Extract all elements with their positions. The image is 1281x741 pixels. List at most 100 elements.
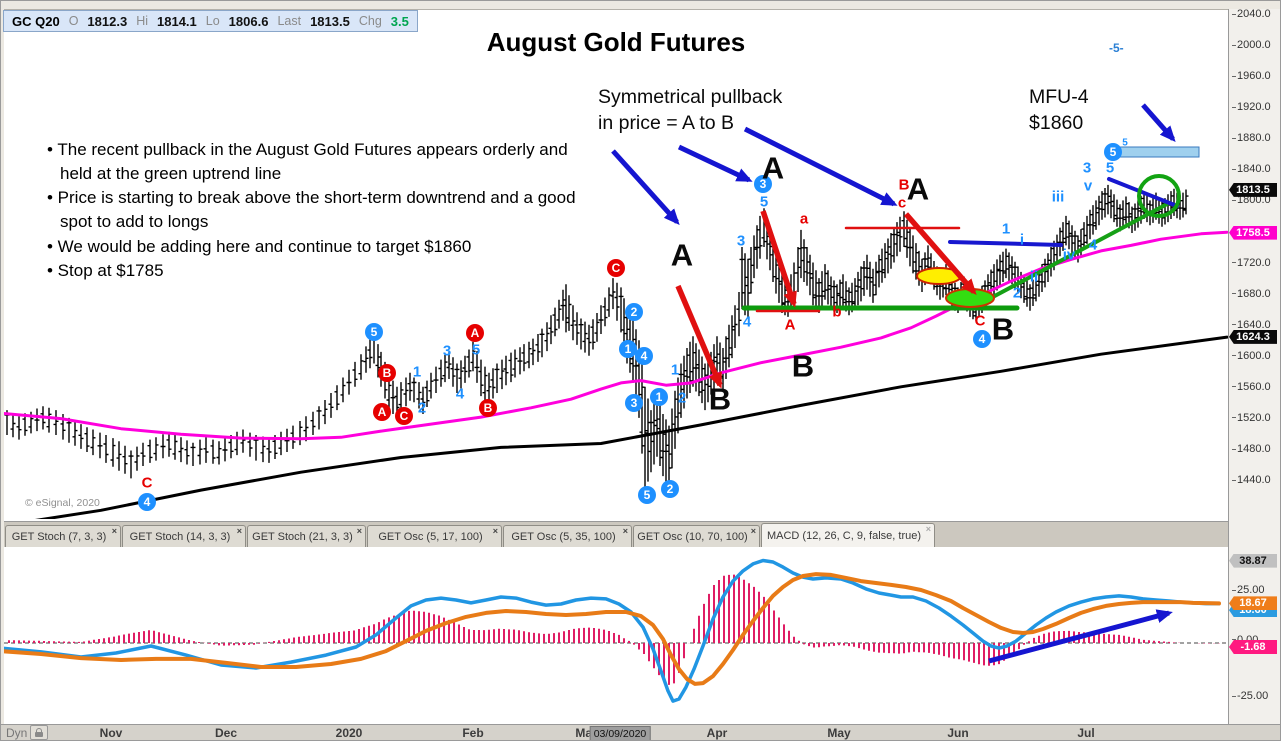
quote-fields: O 1812.3 Hi 1814.1 Lo 1806.6 Last 1813.5 Chg 3.5 xyxy=(69,14,409,29)
tab-close-icon[interactable]: × xyxy=(236,526,242,536)
macd-tag: -1.68 xyxy=(1229,640,1277,655)
lock-button[interactable] xyxy=(30,725,49,740)
symmetrical-pullback-note[interactable]: Symmetrical pullback in price = A to B xyxy=(598,85,782,136)
wave-text-blue[interactable]: 5 xyxy=(1105,159,1115,177)
tab-close-icon[interactable]: × xyxy=(356,526,362,536)
wave-text-blue-small[interactable]: 5 xyxy=(1122,137,1128,149)
wave-circle-blue[interactable]: 5 xyxy=(365,323,383,341)
mfu-target-note[interactable]: MFU-4 $1860 xyxy=(1029,85,1089,136)
tab-label: GET Stoch (7, 3, 3) xyxy=(11,530,107,543)
macd-tag: 38.87 xyxy=(1229,553,1277,568)
quote-field-value: 1813.5 xyxy=(310,13,350,29)
wave-text-blue[interactable]: 3 xyxy=(442,342,452,360)
wave-text-red[interactable]: C xyxy=(141,474,153,492)
wave-text-blue[interactable]: 1 xyxy=(670,361,680,379)
indicator-tab[interactable]: GET Osc (5, 35, 100) × xyxy=(503,525,632,547)
wave-text-blue[interactable]: 5 xyxy=(759,193,769,211)
wave-big-letter[interactable]: A xyxy=(670,237,694,273)
tab-label: GET Osc (5, 35, 100) xyxy=(511,530,616,543)
price-tick-label: 1800.0 xyxy=(1232,194,1271,206)
analysis-bullet: • Price is starting to break above the s… xyxy=(47,188,576,232)
wave-circle-red[interactable]: C xyxy=(607,259,625,277)
indicator-tab[interactable]: GET Osc (5, 17, 100) × xyxy=(367,525,502,547)
wave-text-blue[interactable]: 4 xyxy=(742,313,752,331)
tab-label: GET Osc (10, 70, 100) xyxy=(637,530,748,543)
tab-close-icon[interactable]: × xyxy=(750,526,756,536)
wave-circle-red[interactable]: A xyxy=(466,324,484,342)
indicator-tab[interactable]: GET Stoch (21, 3, 3) × xyxy=(247,525,366,547)
price-tick-label: 1880.0 xyxy=(1232,132,1271,144)
wave-circle-blue[interactable]: 2 xyxy=(625,303,643,321)
wave-text-red[interactable]: b xyxy=(832,303,842,321)
wave-circle-blue[interactable]: 2 xyxy=(661,480,679,498)
wave-text-blue[interactable]: 2 xyxy=(1012,284,1022,302)
analysis-bullet: • We would be adding here and continue t… xyxy=(47,236,472,256)
wave-big-letter[interactable]: B xyxy=(991,311,1015,347)
wave-text-blue[interactable]: 1 xyxy=(412,363,422,381)
tab-close-icon[interactable]: × xyxy=(492,526,498,536)
wave-circle-blue[interactable]: 3 xyxy=(625,394,643,412)
wave-text-blue[interactable]: iv xyxy=(1062,246,1076,264)
quote-field-label: Lo xyxy=(205,14,220,28)
wave-text-blue[interactable]: 1 xyxy=(1001,220,1011,238)
wave-circle-blue[interactable]: 1 xyxy=(650,388,668,406)
wave-text-red[interactable]: C xyxy=(974,312,986,330)
price-tick-label: 1680.0 xyxy=(1232,288,1271,300)
wave-text-red[interactable]: A xyxy=(784,316,796,334)
wave-text-blue[interactable]: iii xyxy=(1051,188,1065,206)
price-tag: 1813.5 xyxy=(1229,182,1277,197)
tab-close-icon[interactable]: × xyxy=(111,526,117,536)
indicator-tab[interactable]: GET Stoch (7, 3, 3) × xyxy=(5,525,121,547)
wave-text-blue[interactable]: 5 xyxy=(471,341,481,359)
dyn-label: Dyn xyxy=(6,725,28,740)
wave-circle-red[interactable]: C xyxy=(395,407,413,425)
wave-text-red[interactable]: a xyxy=(799,210,809,228)
wave-text-blue[interactable]: 3 xyxy=(736,232,746,250)
mfu-label: MFU-4 xyxy=(1029,86,1089,108)
quote-field-value: 1814.1 xyxy=(157,13,197,29)
wave-text-blue[interactable]: ii xyxy=(1029,268,1039,286)
tab-label: GET Osc (5, 17, 100) xyxy=(378,530,483,543)
minus5-wave-label[interactable]: -5- xyxy=(1109,41,1124,55)
month-label: Nov xyxy=(99,726,123,740)
wave-circle-blue[interactable]: 4 xyxy=(635,347,653,365)
wave-text-blue[interactable]: 4 xyxy=(455,385,465,403)
wave-circle-blue[interactable]: 4 xyxy=(973,330,991,348)
symbol-label: GC Q20 xyxy=(12,13,60,29)
wave-text-blue[interactable]: 4 xyxy=(1088,236,1098,254)
wave-text-red[interactable]: c xyxy=(897,194,907,212)
macd-indicator-panel[interactable] xyxy=(4,547,1228,725)
wave-big-letter[interactable]: B xyxy=(708,381,732,417)
esignal-copyright: © eSignal, 2020 xyxy=(25,497,100,509)
indicator-tab[interactable]: GET Stoch (14, 3, 3) × xyxy=(122,525,246,547)
wave-circle-red[interactable]: A xyxy=(373,403,391,421)
wave-text-blue[interactable]: 2 xyxy=(417,399,427,417)
month-label: Dec xyxy=(214,726,238,740)
indicator-tab[interactable]: GET Osc (10, 70, 100) × xyxy=(633,525,760,547)
wave-circle-red[interactable]: B xyxy=(378,364,396,382)
chart-title: August Gold Futures xyxy=(486,27,746,57)
wave-big-letter[interactable]: B xyxy=(791,348,815,384)
quote-field-label: Hi xyxy=(136,14,148,28)
price-tick-label: 1640.0 xyxy=(1232,319,1271,331)
month-label: May xyxy=(827,726,851,740)
wave-circle-blue[interactable]: 4 xyxy=(138,493,156,511)
price-tick-label: 1840.0 xyxy=(1232,163,1271,175)
indicator-tab[interactable]: MACD (12, 26, C, 9, false, true) × xyxy=(761,523,935,547)
wave-text-blue[interactable]: i xyxy=(1019,231,1025,249)
wave-circle-blue[interactable]: 5 xyxy=(638,486,656,504)
price-tick-label: 1520.0 xyxy=(1232,412,1271,424)
macd-tag: 18.67 xyxy=(1229,596,1277,611)
wave-text-blue[interactable]: 2 xyxy=(677,389,687,407)
wave-text-blue[interactable]: v xyxy=(1083,177,1093,195)
wave-circle-blue[interactable]: 5 xyxy=(1104,143,1122,161)
analysis-bullet: • The recent pullback in the August Gold… xyxy=(47,140,568,184)
wave-big-letter[interactable]: A xyxy=(906,171,930,207)
tab-close-icon[interactable]: × xyxy=(622,526,628,536)
mfu-price: $1860 xyxy=(1029,111,1084,134)
wave-circle-red[interactable]: B xyxy=(479,399,497,417)
wave-big-letter[interactable]: A xyxy=(761,150,785,186)
wave-text-blue[interactable]: 3 xyxy=(1082,159,1092,177)
tab-close-icon[interactable]: × xyxy=(925,524,931,534)
